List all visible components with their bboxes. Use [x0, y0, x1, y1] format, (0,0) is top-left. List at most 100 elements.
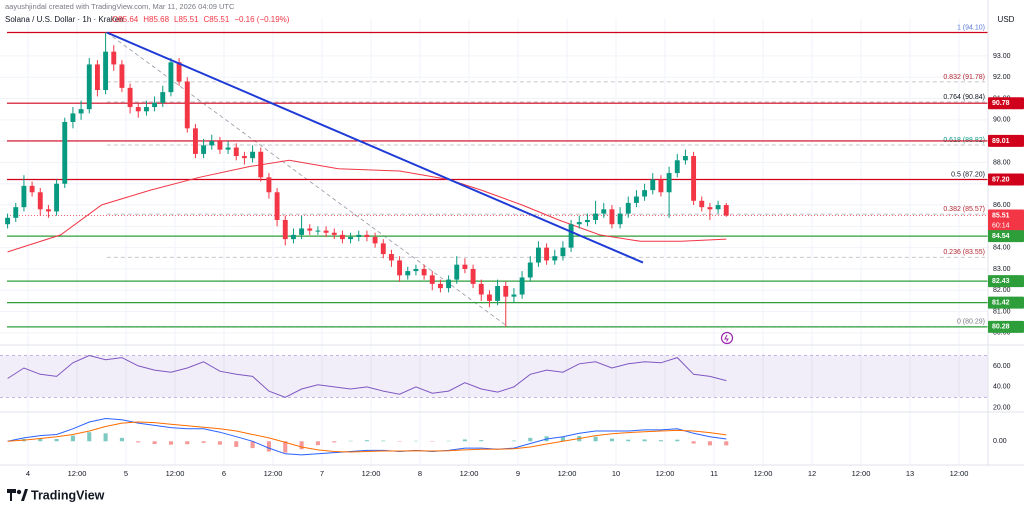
candle-body: [495, 286, 500, 301]
macd-histogram-bar: [626, 440, 630, 442]
macd-histogram-bar: [71, 436, 75, 442]
candle-body: [422, 269, 427, 275]
macd-histogram-bar: [594, 437, 598, 442]
fib-label: 0.832 (91.78): [943, 74, 985, 81]
candle-body: [699, 201, 704, 207]
macd-histogram-bar: [300, 441, 304, 449]
candle-body: [373, 237, 378, 243]
candle-body: [454, 265, 459, 280]
candle-body: [503, 286, 508, 297]
y-tick-label: 93.00: [993, 53, 1011, 60]
x-tick-label: 12:00: [754, 469, 773, 478]
candle-body: [201, 145, 206, 154]
candle-body: [250, 152, 255, 158]
macd-histogram-bar: [169, 441, 173, 444]
candle-body: [650, 179, 655, 190]
candle-body: [185, 81, 190, 128]
countdown: 60:14: [992, 222, 1010, 229]
candle-body: [560, 248, 565, 257]
candle-body: [340, 235, 345, 239]
x-tick-label: 12:00: [166, 469, 185, 478]
macd-histogram-bar: [724, 441, 728, 445]
macd-histogram-bar: [643, 439, 647, 441]
macd-histogram-bar: [381, 441, 385, 442]
y-tick-label: 40.00: [993, 384, 1011, 391]
candle-body: [691, 156, 696, 201]
candle-body: [667, 173, 672, 192]
candle-body: [577, 222, 582, 224]
candle-body: [87, 64, 92, 109]
candle-body: [675, 160, 680, 173]
candle-body: [479, 284, 484, 295]
candle-body: [111, 52, 116, 65]
x-tick-label: 5: [124, 469, 128, 478]
candle-body: [405, 271, 410, 275]
candle-body: [152, 103, 157, 107]
candle-body: [46, 209, 51, 211]
alert-icon: [722, 333, 733, 344]
y-tick-label: 86.00: [993, 202, 1011, 209]
candle-body: [136, 107, 141, 111]
candle-body: [593, 214, 598, 220]
price-tag-label: 90.78: [992, 100, 1010, 107]
candle-body: [119, 64, 124, 87]
macd-histogram-bar: [659, 440, 663, 441]
candle-body: [609, 209, 614, 224]
candle-body: [397, 260, 402, 275]
price-tag-label: 84.54: [992, 233, 1010, 240]
candle-body: [21, 186, 26, 207]
fib-label: 0 (80.29): [957, 319, 985, 326]
candle-body: [626, 203, 631, 214]
ohlc-value: C85.51: [204, 15, 230, 24]
candle-body: [438, 284, 443, 288]
candle-body: [5, 218, 10, 224]
candle-body: [511, 295, 516, 297]
candle-body: [62, 122, 67, 184]
macd-histogram-bar: [692, 441, 696, 443]
candle-body: [487, 295, 492, 301]
macd-histogram-bar: [153, 441, 157, 444]
x-tick-label: 7: [320, 469, 324, 478]
candle-body: [381, 243, 386, 254]
y-tick-label: 0.00: [993, 438, 1007, 445]
y-tick-label: 84.00: [993, 244, 1011, 251]
macd-histogram-bar: [104, 433, 108, 441]
macd-histogram-bar: [218, 441, 222, 444]
macd-histogram-bar: [332, 441, 336, 442]
candle-body: [356, 235, 361, 237]
y-tick-label: 92.00: [993, 74, 1011, 81]
price-tag-label: 82.43: [992, 278, 1010, 285]
macd-histogram-bar: [675, 440, 679, 442]
y-tick-label: 81.00: [993, 308, 1011, 315]
macd-histogram-bar: [202, 441, 206, 443]
ohlc-value: L85.51: [174, 15, 199, 24]
candle-body: [315, 231, 320, 232]
x-tick-label: 12:00: [264, 469, 283, 478]
x-tick-label: 6: [222, 469, 226, 478]
macd-histogram-bar: [610, 439, 614, 442]
candle-body: [585, 220, 590, 222]
brand: TradingView: [31, 488, 105, 502]
macd-histogram-bar: [528, 438, 532, 441]
candle-body: [642, 190, 647, 196]
candle-body: [707, 207, 712, 209]
candle-body: [266, 177, 271, 192]
macd-histogram-bar: [463, 439, 467, 441]
macd-histogram-bar: [512, 441, 516, 442]
candle-body: [258, 152, 263, 178]
y-tick-label: 60.00: [993, 363, 1011, 370]
price-tag-label: 89.01: [992, 138, 1010, 145]
price-tag-label: 87.20: [992, 176, 1010, 183]
x-tick-label: 9: [516, 469, 520, 478]
x-tick-label: 12:00: [656, 469, 675, 478]
candle-body: [95, 64, 100, 90]
fib-label: 0.618 (88.82): [943, 137, 985, 144]
candle-body: [242, 156, 247, 158]
candle-body: [209, 141, 214, 145]
fib-label: 0.236 (83.55): [943, 249, 985, 256]
candle-body: [168, 62, 173, 92]
candle-body: [618, 214, 623, 225]
price-tag-label: 81.42: [992, 299, 1010, 306]
macd-histogram-bar: [120, 438, 124, 441]
x-tick-label: 12:00: [558, 469, 577, 478]
